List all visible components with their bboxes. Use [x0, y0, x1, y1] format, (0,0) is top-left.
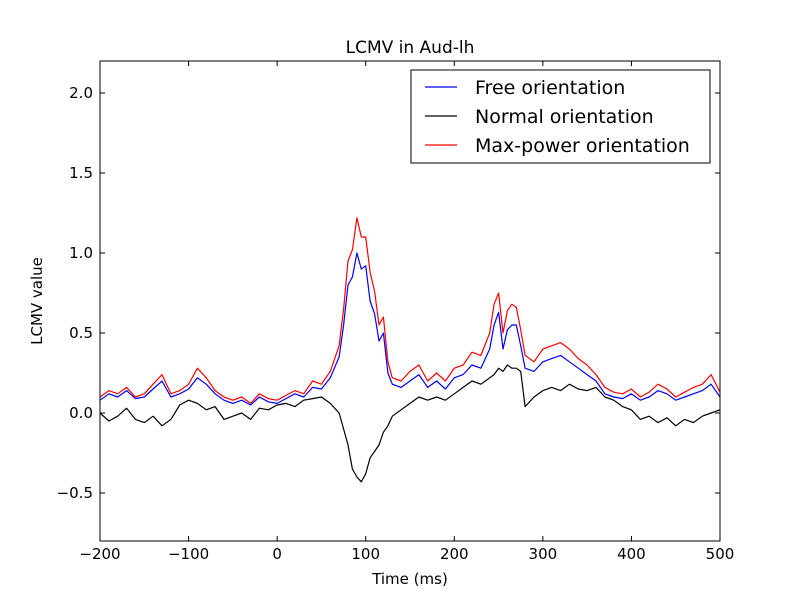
y-tick-label: 0.0 — [69, 404, 93, 422]
y-tick-label: 0.5 — [69, 324, 93, 342]
x-tick-label: 400 — [617, 545, 646, 563]
series-line-3 — [99, 217, 721, 404]
plot-area: −200 −100 0 100 200 300 400 500 −0.5 0.0 0.5 1.0 1.5… — [57, 60, 735, 563]
x-axis-title: Time (ms) — [371, 570, 448, 588]
y-tick-label: 1.0 — [69, 244, 93, 262]
legend-label-2: Normal orientation — [475, 106, 654, 128]
y-tick-label: −0.5 — [57, 484, 93, 502]
x-tick-label: 300 — [529, 545, 558, 563]
y-tick-label: 2.0 — [69, 84, 93, 102]
y-tick-label: 1.5 — [69, 164, 93, 182]
x-tick-label: 500 — [706, 545, 735, 563]
legend-label-1: Free orientation — [475, 77, 625, 99]
y-axis-title: LCMV value — [28, 257, 46, 345]
x-tick-label: −200 — [79, 545, 120, 563]
x-tick-label: 0 — [272, 545, 282, 563]
legend-label-3: Max-power orientation — [475, 135, 690, 157]
chart-title: LCMV in Aud-lh — [346, 38, 475, 58]
x-tick-label: −100 — [168, 545, 209, 563]
legend: Free orientation Normal orientation Max-po… — [410, 69, 711, 164]
series-line-2 — [99, 364, 721, 483]
series-line-1 — [99, 252, 721, 406]
x-tick-label: 200 — [440, 545, 469, 563]
plot-frame — [99, 60, 721, 542]
legend-box — [410, 69, 711, 164]
x-tick-label: 100 — [351, 545, 380, 563]
